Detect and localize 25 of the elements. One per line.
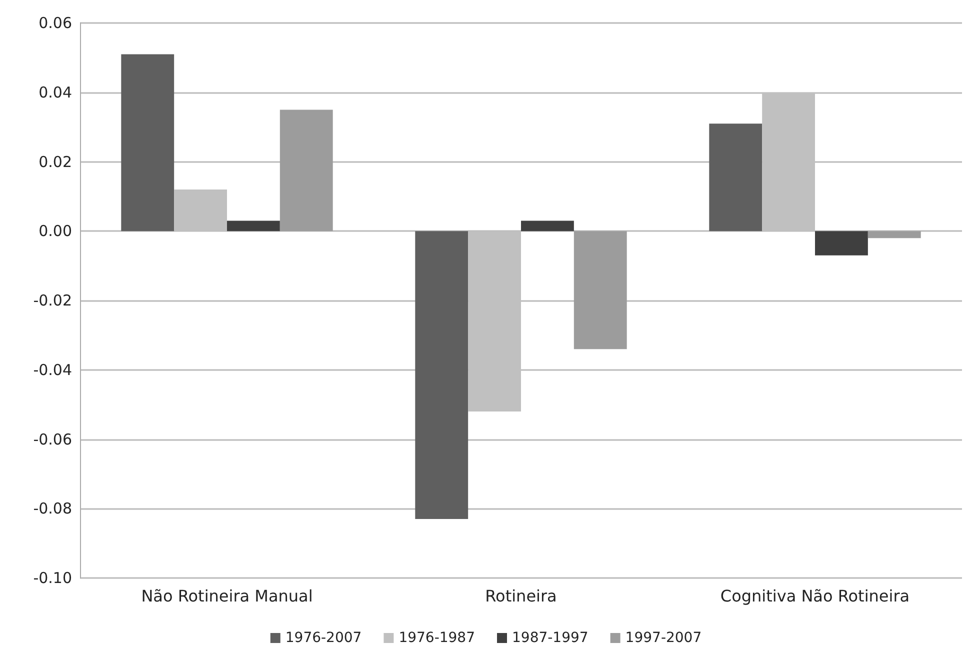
y-tick-label: -0.06 xyxy=(33,430,72,448)
legend-label: 1987-1997 xyxy=(512,630,588,646)
x-tick-label: Não Rotineira Manual xyxy=(141,586,313,606)
y-tick-label: 0.06 xyxy=(38,14,72,32)
y-tick-label: -0.08 xyxy=(33,500,72,518)
bar xyxy=(868,231,921,238)
bar xyxy=(815,231,868,256)
x-tick-label: Cognitiva Não Rotineira xyxy=(720,586,910,606)
bar xyxy=(121,54,174,232)
y-tick-label: 0.00 xyxy=(38,222,72,240)
bar xyxy=(415,231,468,520)
legend-label: 1976-2007 xyxy=(285,630,362,646)
y-tick-label: -0.10 xyxy=(33,569,72,587)
bar xyxy=(709,124,762,232)
y-tick-label: 0.02 xyxy=(38,152,72,171)
y-tick-label: -0.02 xyxy=(33,292,72,310)
legend-label: 1997-2007 xyxy=(625,630,702,646)
bar xyxy=(227,220,280,232)
legend-label: 1976-1987 xyxy=(398,630,476,646)
y-tick-label: -0.04 xyxy=(33,360,72,379)
x-tick-label: Rotineira xyxy=(485,586,557,606)
bar xyxy=(574,231,627,350)
bar xyxy=(280,110,333,232)
y-tick-label: 0.04 xyxy=(38,83,72,102)
bar xyxy=(521,220,574,232)
